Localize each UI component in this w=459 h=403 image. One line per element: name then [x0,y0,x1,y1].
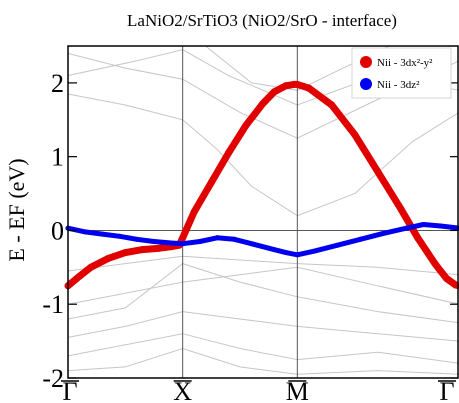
fat-band-point-1-18 [380,230,386,236]
background-band-4 [67,311,459,342]
fat-band-point-1-19 [403,225,409,231]
fat-band-point-0-21 [351,131,359,138]
background-band-9 [67,93,459,217]
x-tick-label-2: M [286,377,309,403]
fat-band-point-0-14 [259,100,267,107]
x-tick-label-1: X [173,377,192,403]
background-band-7 [67,255,459,276]
legend-marker-dx2y2 [360,56,372,68]
background-band-0 [67,52,459,139]
y-tick-label-1: -1 [42,290,64,319]
fat-band-point-0-25 [431,260,439,268]
fat-band-point-1-15 [312,248,317,254]
fat-band-point-1-12 [266,245,272,251]
fat-band-point-0-26 [442,274,450,282]
plot-frame [67,45,459,379]
background-band-5 [67,333,459,364]
y-tick-label-2: 0 [51,216,64,245]
fat-band-point-1-20 [421,222,426,227]
fat-band-point-1-3 [117,233,123,239]
fat-band-point-0-13 [242,122,250,130]
legend-marker-dz2 [360,78,372,90]
fat-band-point-0-15 [270,88,278,96]
fat-band-point-1-6 [168,240,174,246]
fat-band-point-1-9 [214,235,220,241]
fat-band-point-1-5 [151,239,157,244]
fat-band-point-0-5 [139,246,146,254]
fat-band-point-0-9 [179,234,187,242]
y-axis-ticks: -2 -1 0 1 2 [42,69,458,393]
background-bands [67,45,459,375]
fat-band-point-0-23 [397,204,404,212]
fat-band-point-1-11 [249,241,254,247]
fat-band-point-0-20 [328,101,336,109]
fat-band-point-1-13 [283,250,289,256]
fat-band-point-0-24 [414,234,422,242]
fat-band-point-1-10 [231,236,237,242]
fat-band-point-0-18 [293,80,301,88]
fat-band-point-0-6 [156,244,164,252]
fat-band-point-1-2 [99,231,105,237]
legend-box [351,47,452,99]
fat-band-point-0-16 [282,82,290,90]
fat-band-point-1-1 [82,229,88,235]
fat-bands [64,80,459,290]
legend-label-dz2: Nii - 3dz² [377,79,420,91]
y-tick-label-4: 2 [51,69,64,98]
fat-band-point-1-21 [438,223,444,229]
background-band-6 [67,347,459,375]
background-band-2 [67,266,459,305]
fat-band-point-0-10 [190,208,198,216]
fat-band-point-1-7 [180,241,186,247]
fat-band-point-0-12 [225,149,232,157]
y-tick-label-0: -2 [42,364,64,393]
fat-band-point-0-11 [207,179,215,186]
fat-band-point-0-2 [87,263,95,271]
symmetry-lines [182,46,298,378]
fat-band-point-0-22 [374,167,382,175]
fat-band-point-1-4 [134,236,140,242]
chart-title: LaNiO2/SrTiO3 (NiO2/SrO - interface) [127,11,397,30]
background-band-3 [67,263,459,324]
fat-band-point-0-3 [104,255,112,262]
y-tick-label-3: 1 [51,143,64,172]
fat-band-point-1-16 [335,242,340,248]
x-tick-label-3: Γ [439,377,454,403]
fat-band-point-1-8 [197,239,203,244]
x-tick-label-0: Γ [62,377,77,403]
y-axis-label: E - EF (eV) [4,158,29,261]
legend-label-dx2y2: Nii - 3dx²-y² [377,57,433,69]
fat-band-point-0-19 [305,84,313,92]
fat-band-point-0-4 [121,249,129,257]
legend: Nii - 3dx²-y² Nii - 3dz² [351,47,452,99]
fat-band-point-1-17 [357,236,363,242]
fat-band-point-0-1 [76,272,83,280]
fat-band-point-1-14 [294,252,300,258]
